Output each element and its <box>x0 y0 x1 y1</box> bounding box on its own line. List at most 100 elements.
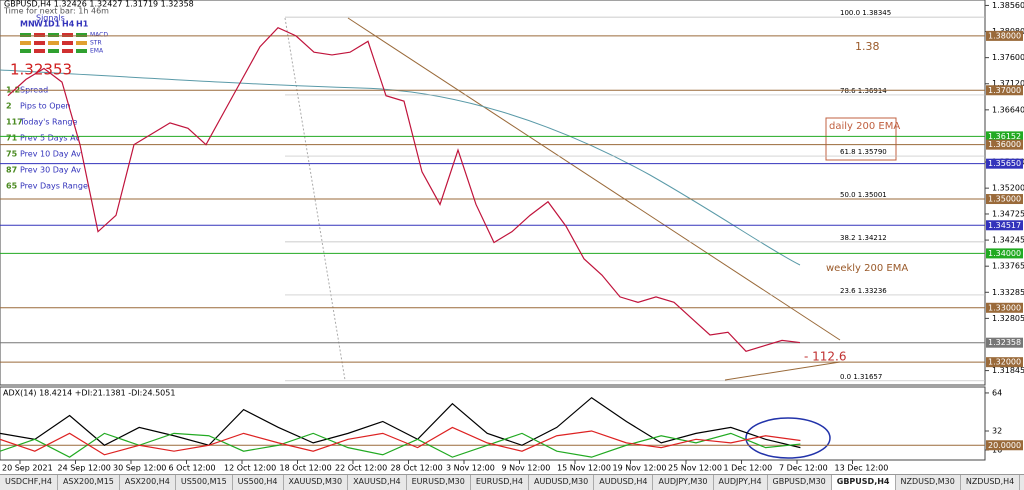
indicator-label: MACD <box>90 32 108 39</box>
signal-box <box>62 41 73 45</box>
chart-tab[interactable]: NZDUSD,H4 <box>961 475 1021 490</box>
x-tick-label: 19 Nov 12:00 <box>613 464 667 473</box>
x-tick-label: 30 Sep 12:00 <box>113 464 166 473</box>
signal-box <box>34 49 45 53</box>
fib-label: 61.8 1.35790 <box>840 148 887 156</box>
level-tag <box>986 357 1023 368</box>
chart-tab[interactable]: USI <box>1020 475 1024 490</box>
signal-box <box>76 49 87 53</box>
level-tag <box>986 158 1023 169</box>
ema-line <box>0 69 801 266</box>
fib-label: 78.6 1.36914 <box>840 87 887 95</box>
level-label: 1.34000 <box>988 249 1021 258</box>
y-tick-label: 1.37120 <box>992 79 1024 88</box>
y-tick-label: 1.37600 <box>992 53 1024 62</box>
x-tick-label: 3 Nov 12:00 <box>446 464 495 473</box>
trend-line <box>347 17 841 341</box>
signal-box <box>34 33 45 37</box>
highlight-circle <box>745 417 831 459</box>
y-tick-label: 1.36640 <box>992 105 1024 114</box>
signal-box <box>48 41 59 45</box>
x-tick-label: 22 Oct 12:00 <box>335 464 387 473</box>
chart-tab[interactable]: EURUSD,H4 <box>471 475 530 490</box>
chart-tab[interactable]: US500,H4 <box>233 475 284 490</box>
fib-line <box>284 17 346 381</box>
chart-tab[interactable]: US500,M15 <box>176 475 233 490</box>
level-label: 1.32000 <box>988 358 1021 367</box>
x-tick-label: 25 Nov 12:00 <box>668 464 722 473</box>
level-tag <box>986 131 1023 142</box>
level-tag <box>986 440 1023 451</box>
y-tick-label: 1.38560 <box>992 1 1024 10</box>
annotation: daily 200 EMA <box>829 121 900 132</box>
fib-label: 50.0 1.35001 <box>840 191 887 199</box>
chart-tab[interactable]: AUDJPY,H4 <box>714 475 768 490</box>
chart-tab[interactable]: USDCHF,H4 <box>0 475 58 490</box>
info-label: Prev 30 Day Av <box>20 166 81 175</box>
level-label: 1.32358 <box>988 338 1021 347</box>
timeframe-label: H1 <box>76 20 89 29</box>
level-label: 1.34517 <box>988 221 1021 230</box>
indicator-label: STR <box>90 40 102 47</box>
fib-label: 38.2 1.34212 <box>840 234 887 242</box>
y-tick-label: 1.33285 <box>992 288 1024 297</box>
adx-panel <box>0 386 986 461</box>
info-value: 65 <box>6 182 18 191</box>
x-tick-label: 18 Oct 12:00 <box>280 464 332 473</box>
trend-line <box>724 361 841 381</box>
level-tag <box>986 337 1023 348</box>
signal-box <box>48 33 59 37</box>
info-value: 117 <box>6 118 23 127</box>
chart-tab[interactable]: NZDUSD,M30 <box>896 475 961 490</box>
x-tick-label: 24 Sep 12:00 <box>58 464 111 473</box>
chart-tab[interactable]: EURUSD,M30 <box>407 475 471 490</box>
level-label: 1.36152 <box>988 132 1021 141</box>
chart-tab[interactable]: AUDUSD,M30 <box>529 475 595 490</box>
annotation: weekly 200 EMA <box>826 263 908 274</box>
level-label: 1.35650 <box>988 159 1021 168</box>
info-label: Pips to Open <box>20 102 71 111</box>
level-tag <box>986 194 1023 205</box>
annotation: 1.38 <box>855 40 880 53</box>
timeframe-label: MN <box>20 20 35 29</box>
y-tick-label: 1.34245 <box>992 236 1024 245</box>
x-tick-label: 9 Nov 12:00 <box>502 464 551 473</box>
chart-tab[interactable]: AUDJPY,M30 <box>653 475 714 490</box>
level-tag <box>986 139 1023 150</box>
chart-tab[interactable]: XAUUSD,H4 <box>348 475 407 490</box>
level-label: 20.0000 <box>988 441 1021 450</box>
signal-box <box>20 41 31 45</box>
chart-tab[interactable]: AUDUSD,H4 <box>594 475 654 490</box>
signal-box <box>62 49 73 53</box>
x-tick-label: 1 Dec 12:00 <box>724 464 773 473</box>
chart: GBPUSD,H4 1.32426 1.32427 1.31719 1.3235… <box>0 0 1024 473</box>
info-label: Prev 5 Days Av <box>20 134 80 143</box>
y-tick-label: 1.35200 <box>992 184 1024 193</box>
timer-line: Time for next bar: 1h 46m <box>3 7 109 16</box>
timeframe-label: W1 <box>34 20 49 29</box>
info-value: 87 <box>6 166 17 175</box>
chart-tab[interactable]: XAUUSD,M30 <box>284 475 349 490</box>
chart-tab[interactable]: GBPUSD,M30 <box>768 475 832 490</box>
series-line <box>0 396 801 449</box>
info-value: 75 <box>6 150 18 159</box>
series-line <box>0 432 801 458</box>
chart-tab[interactable]: GBPUSD,H4 <box>831 475 896 490</box>
series-line <box>0 426 801 456</box>
fib-label: 100.0 1.38345 <box>840 9 891 17</box>
tab-bar: USDCHF,H4 ASX200,M15 ASX200,H4 US500,M15 US5… <box>0 474 1024 490</box>
signal-box <box>20 33 31 37</box>
info-label: Prev Days Range <box>20 182 88 191</box>
signal-box <box>34 41 45 45</box>
symbol-line: GBPUSD,H4 1.32426 1.32427 1.31719 1.3235… <box>4 0 194 9</box>
y-tick-label: 1.32805 <box>992 314 1024 323</box>
fib-label: 0.0 1.31657 <box>840 373 882 381</box>
timeframe-label: D1 <box>48 20 61 29</box>
timeframe-label: H4 <box>62 20 75 29</box>
level-label: 1.37000 <box>988 86 1021 95</box>
chart-tab[interactable]: ASX200,H4 <box>120 475 176 490</box>
chart-tab[interactable]: ASX200,M15 <box>58 475 120 490</box>
y-tick-label: 64 <box>992 388 1002 397</box>
x-tick-label: 15 Nov 12:00 <box>557 464 611 473</box>
